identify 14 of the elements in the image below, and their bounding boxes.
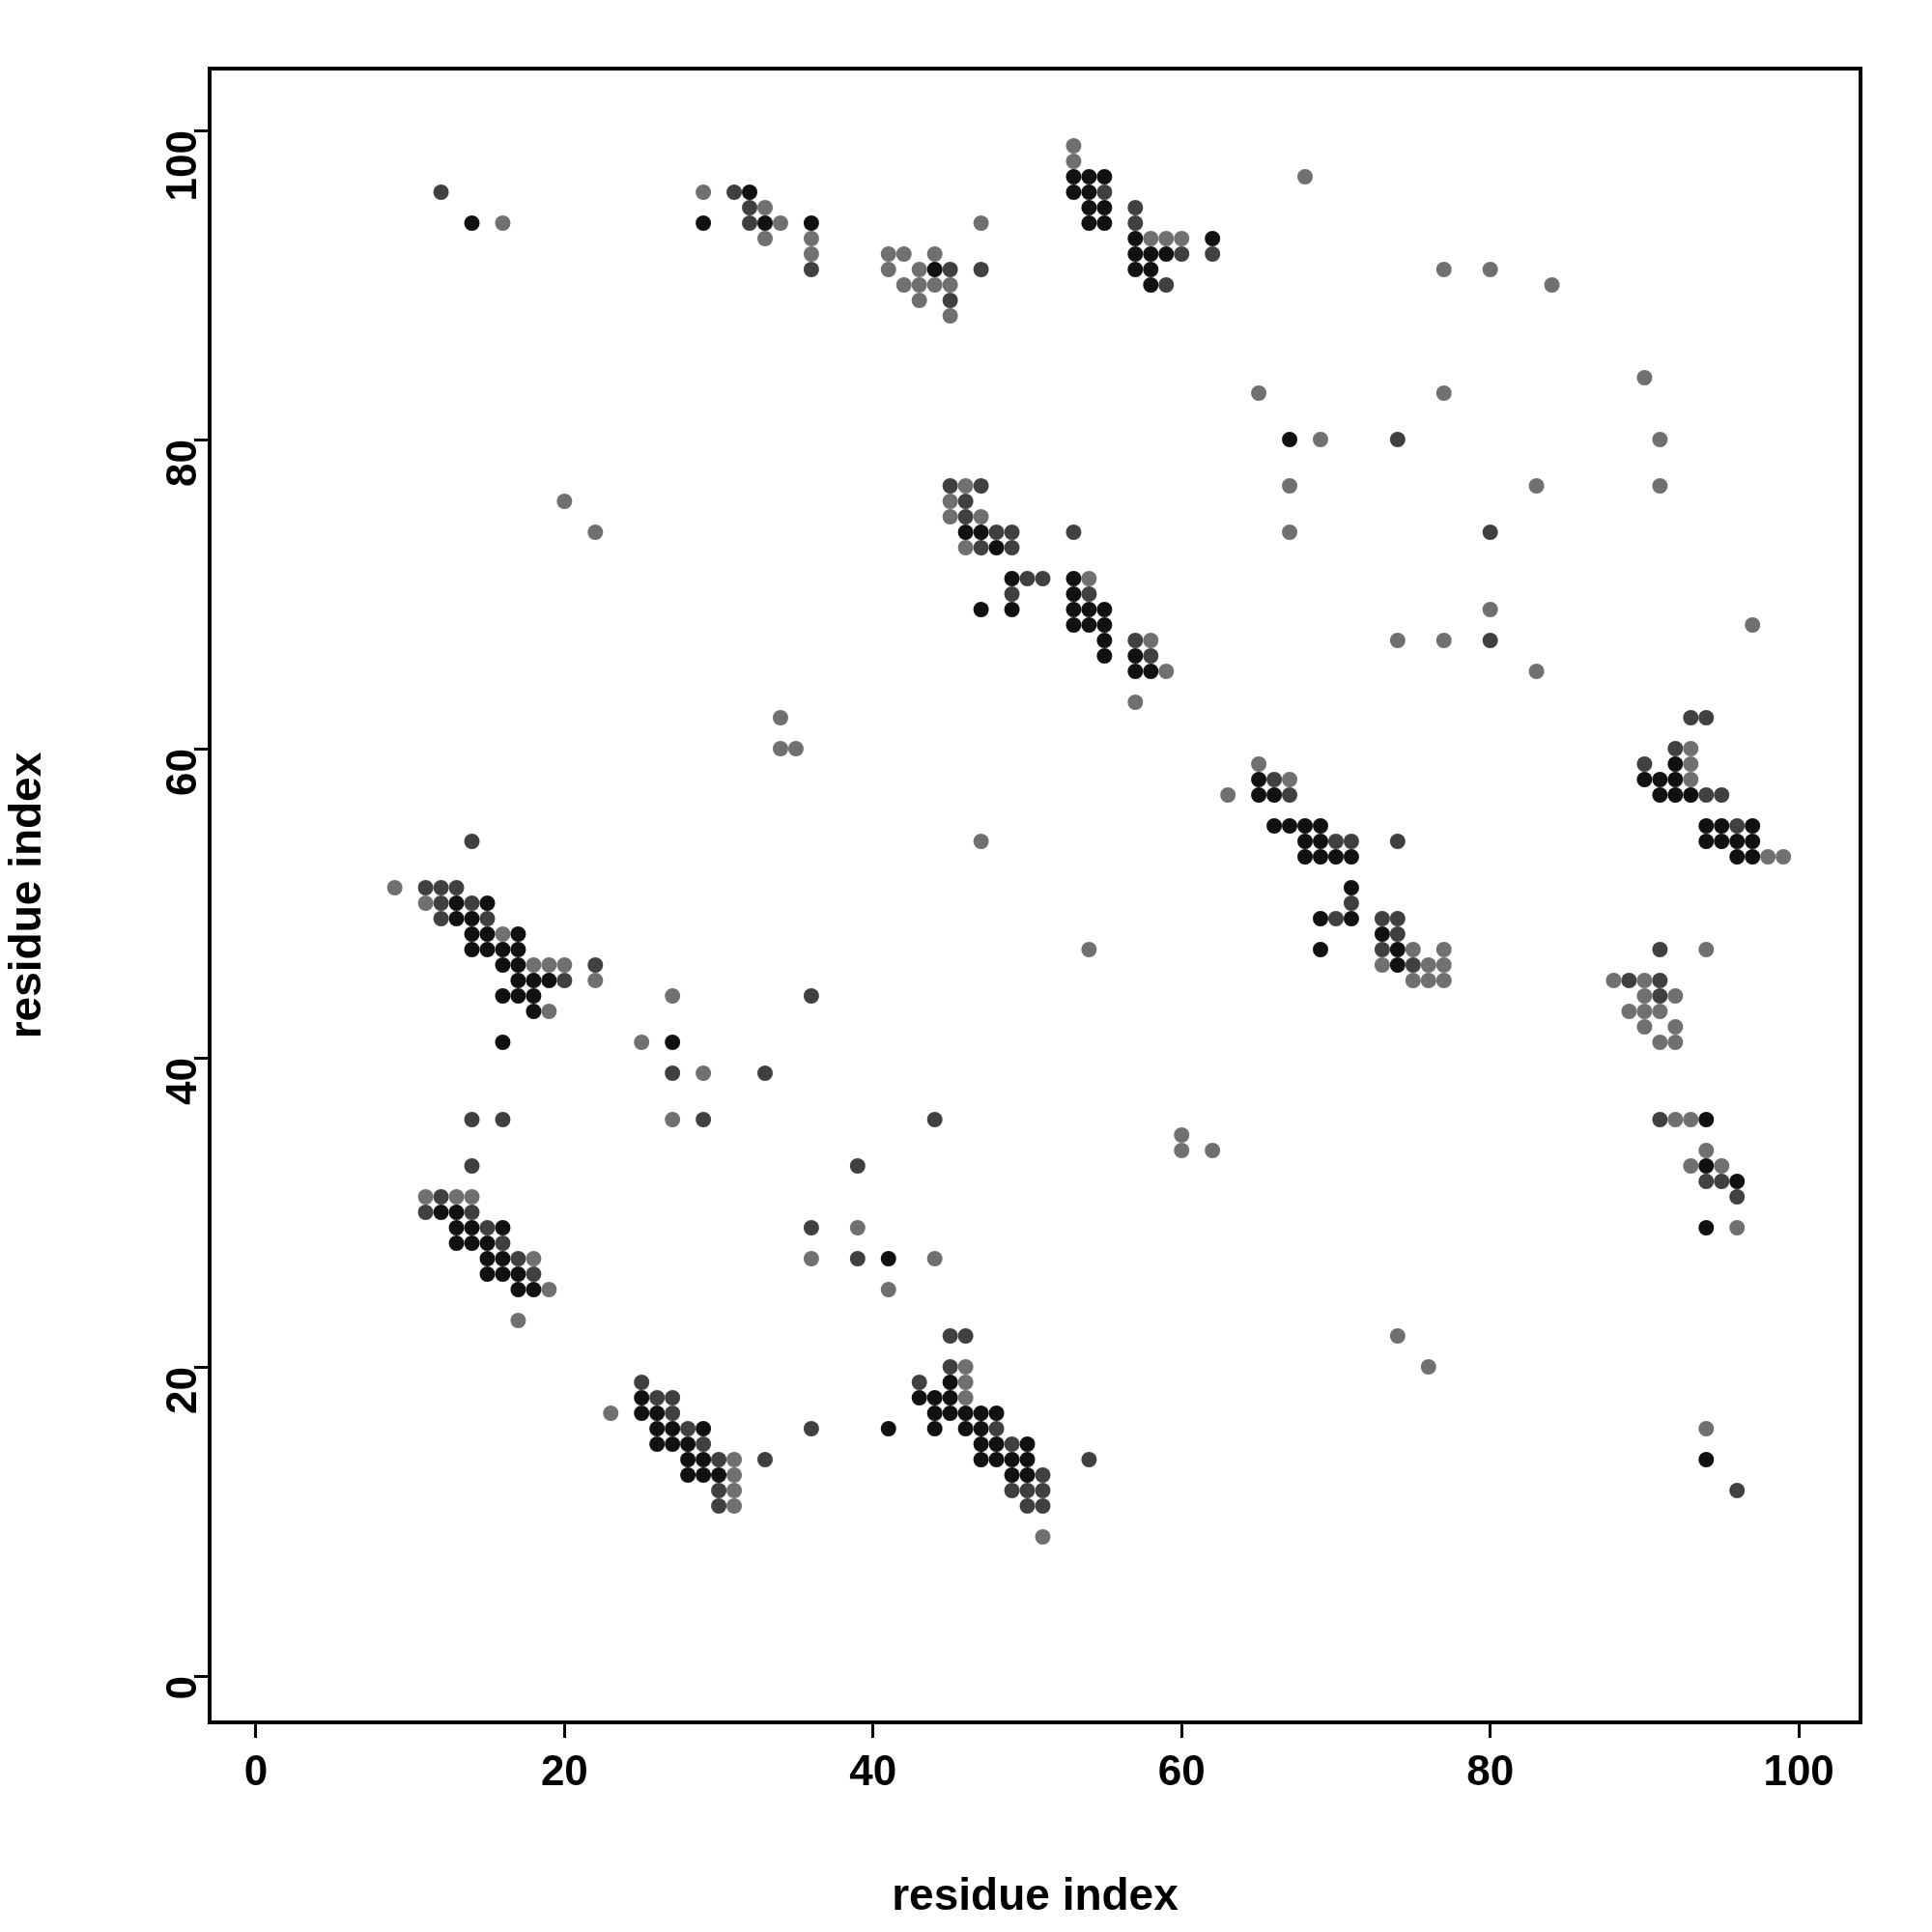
x-axis-title: residue index [892,1869,1179,1920]
y-axis-title: residue index [0,752,51,1039]
x-tick-label: 40 [849,1746,897,1794]
x-tick-label: 0 [243,1746,269,1794]
y-tick-label: 100 [157,130,206,202]
y-tick-label: 80 [157,440,206,487]
x-tick-label: 80 [1466,1746,1515,1794]
y-tick-label: 40 [157,1058,206,1105]
x-tick-label: 20 [540,1746,588,1794]
x-tick-label: 100 [1763,1746,1834,1794]
x-tick-label: 60 [1157,1746,1206,1794]
y-tick-label: 60 [157,749,206,796]
y-tick-label: 20 [157,1367,206,1414]
y-tick-label: 0 [157,1676,206,1700]
